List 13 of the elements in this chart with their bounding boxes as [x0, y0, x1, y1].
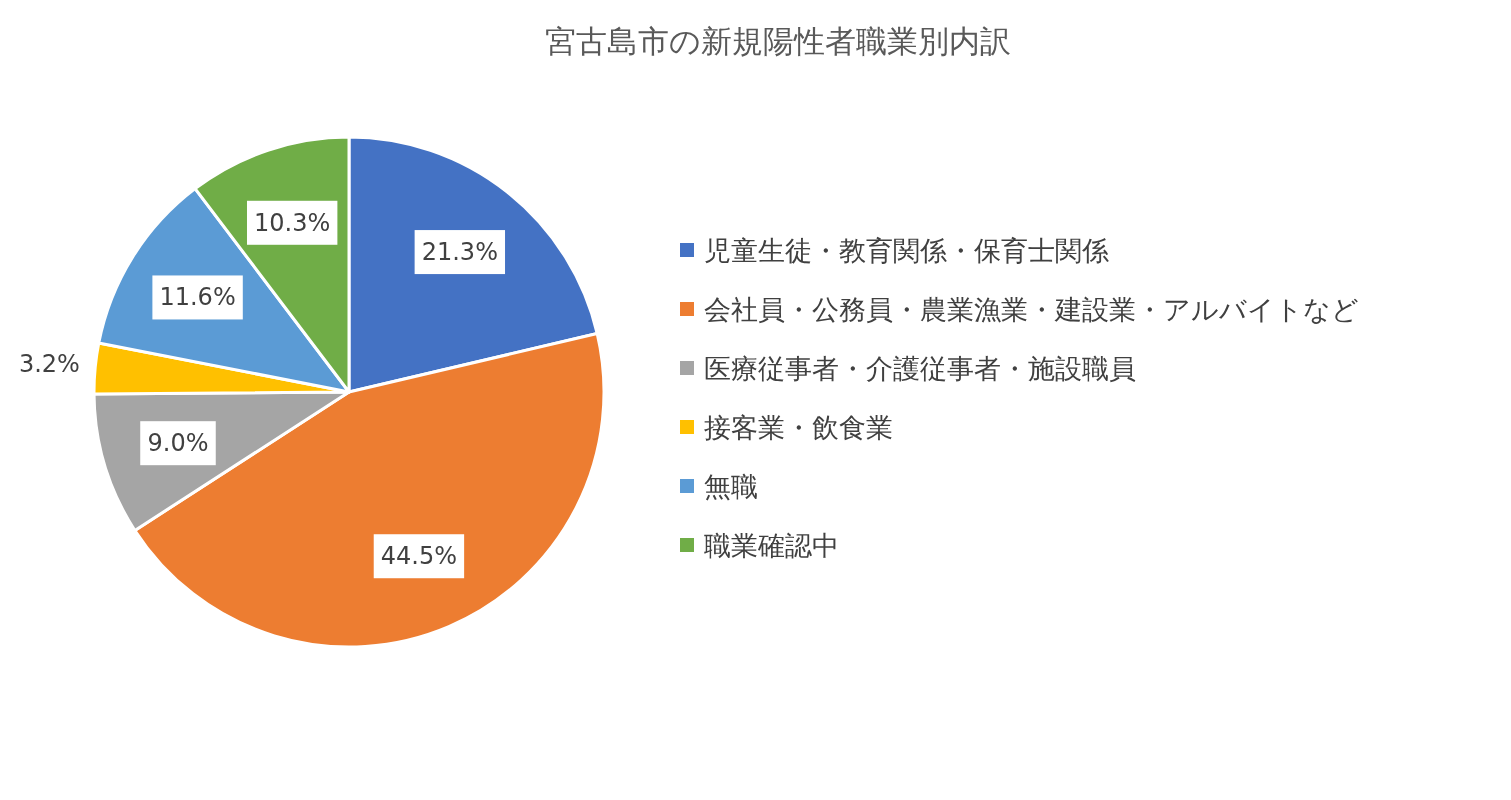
chart-title: 宮古島市の新規陽性者職業別内訳 [545, 23, 1011, 59]
legend-label: 無職 [704, 471, 758, 502]
data-label: 10.3% [254, 208, 331, 237]
data-label: 21.3% [421, 238, 498, 267]
data-label: 44.5% [380, 542, 458, 571]
data-label: 3.2% [18, 350, 80, 379]
legend-label: 会社員・公務員・農業漁業・建設業・アルバイトなど [704, 294, 1359, 325]
legend-label: 医療従事者・介護従事者・施設職員 [704, 353, 1136, 384]
legend-label: 接客業・飲食業 [704, 412, 893, 443]
legend-label: 児童生徒・教育関係・保育士関係 [704, 235, 1109, 266]
data-label: 11.6% [159, 283, 236, 312]
data-label: 9.0% [147, 429, 209, 458]
legend-label: 職業確認中 [704, 530, 839, 561]
